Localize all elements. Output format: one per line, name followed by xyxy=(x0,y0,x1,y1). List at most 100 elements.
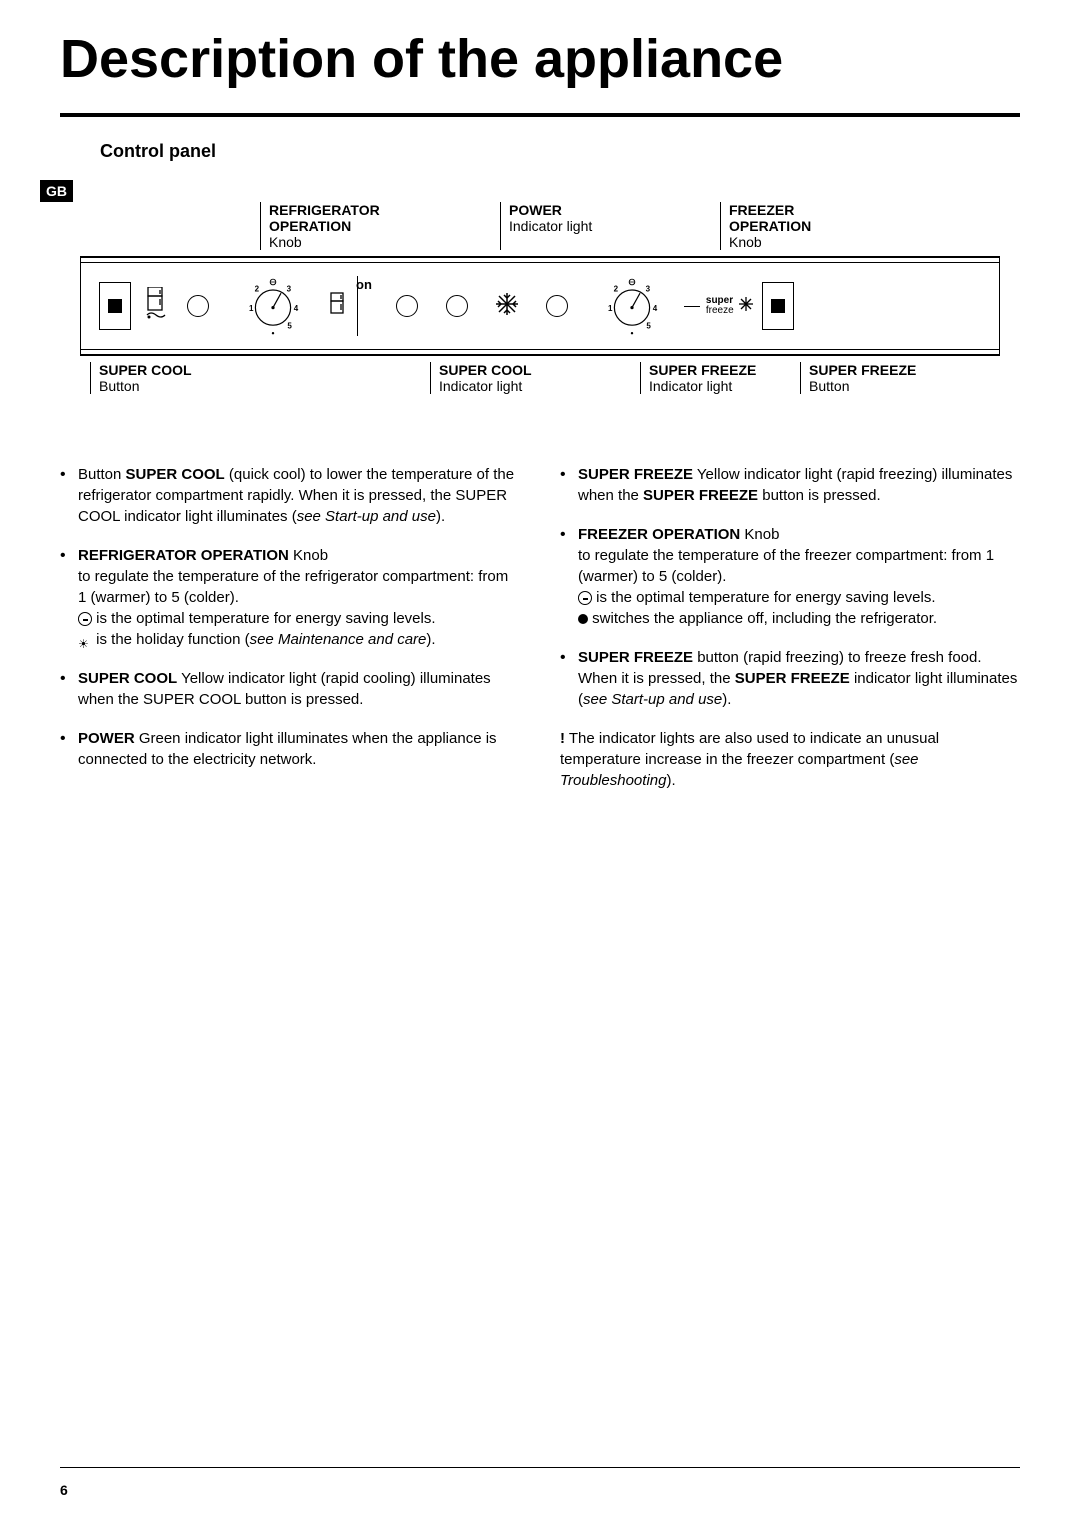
label-text: Knob xyxy=(269,234,440,250)
supercool-indicator xyxy=(396,295,418,317)
svg-text:2: 2 xyxy=(255,285,260,294)
label-text: Indicator light xyxy=(649,378,800,394)
text: button is pressed. xyxy=(758,487,881,504)
label-text: OPERATION xyxy=(729,218,880,234)
svg-text:5: 5 xyxy=(646,322,651,331)
text: switches the appliance off, including th… xyxy=(588,610,937,627)
top-labels: REFRIGERATOR OPERATION Knob POWER Indica… xyxy=(260,202,1000,250)
svg-text:4: 4 xyxy=(294,304,299,313)
sf-line xyxy=(684,306,700,307)
superfreeze-button xyxy=(762,282,794,330)
bullet-refrig-knob: REFRIGERATOR OPERATION Knob to regulate … xyxy=(60,545,520,650)
eco-icon xyxy=(578,591,592,605)
dot-icon xyxy=(578,614,588,624)
holiday-icon xyxy=(78,633,92,647)
freezer-knob: 1 2 3 4 5 xyxy=(600,274,664,338)
text: SUPER COOL xyxy=(126,466,225,483)
description-columns: Button SUPER COOL (quick cool) to lower … xyxy=(60,464,1020,791)
bullet-power: POWER Green indicator light illuminates … xyxy=(60,728,520,770)
text: see Start-up and use xyxy=(297,508,436,525)
page-title: Description of the appliance xyxy=(60,30,1020,89)
sub-eco: is the optimal temperature for energy sa… xyxy=(78,608,520,629)
label-text: OPERATION xyxy=(269,218,440,234)
bullet-superfreeze-btn: SUPER FREEZE button (rapid freezing) to … xyxy=(560,647,1020,710)
sub-off: switches the appliance off, including th… xyxy=(578,608,1020,629)
label-text: SUPER COOL xyxy=(99,362,310,378)
label-text: SUPER COOL xyxy=(439,362,580,378)
supercool-button xyxy=(99,282,131,330)
label-freezer: FREEZER OPERATION Knob xyxy=(720,202,880,250)
label-text: FREEZER xyxy=(729,202,880,218)
bullet-supercool-btn: Button SUPER COOL (quick cool) to lower … xyxy=(60,464,520,527)
text: The indicator lights are also used to in… xyxy=(560,730,939,768)
label-power: POWER Indicator light xyxy=(500,202,660,250)
text: ). xyxy=(666,772,675,789)
fridge-icon xyxy=(145,287,167,326)
bullet-freezer-knob: FREEZER OPERATION Knob to regulate the t… xyxy=(560,524,1020,629)
text: ). xyxy=(426,631,435,648)
label-text: SUPER FREEZE xyxy=(809,362,960,378)
svg-text:3: 3 xyxy=(287,285,292,294)
bullet-superfreeze-ind: SUPER FREEZE Yellow indicator light (rap… xyxy=(560,464,1020,506)
label-text: REFRIGERATOR xyxy=(269,202,440,218)
label-refrigerator: REFRIGERATOR OPERATION Knob xyxy=(260,202,440,250)
label-supercool-ind: SUPER COOL Indicator light xyxy=(430,362,580,394)
title-rule xyxy=(60,113,1020,117)
label-superfreeze-btn: SUPER FREEZE Button xyxy=(800,362,960,394)
svg-text:2: 2 xyxy=(613,285,618,294)
power-indicator xyxy=(446,295,468,317)
text: SUPER FREEZE xyxy=(578,649,693,666)
sub-holiday: is the holiday function (see Maintenance… xyxy=(78,629,520,650)
text: FREEZER OPERATION xyxy=(578,526,740,543)
superfreeze-label: super freeze xyxy=(706,296,734,316)
section-subhead: Control panel xyxy=(100,141,1020,162)
text: see Maintenance and care xyxy=(250,631,427,648)
superfreeze-indicator xyxy=(546,295,568,317)
refrigerator-knob: 1 2 3 4 5 xyxy=(241,274,305,338)
text: Knob xyxy=(740,526,779,543)
snowflake-icon xyxy=(494,291,520,322)
text: see Start-up and use xyxy=(583,691,722,708)
supercool-led xyxy=(187,295,209,317)
text: to regulate the temperature of the refri… xyxy=(78,566,520,608)
label-superfreeze-ind: SUPER FREEZE Indicator light xyxy=(640,362,800,394)
text: is the optimal temperature for energy sa… xyxy=(92,610,436,627)
text: SUPER FREEZE xyxy=(643,487,758,504)
label-text: POWER xyxy=(509,202,660,218)
eco-icon xyxy=(78,612,92,626)
footer-rule xyxy=(60,1467,1020,1468)
text: Knob xyxy=(289,547,328,564)
svg-text:1: 1 xyxy=(249,304,254,313)
note-paragraph: ! The indicator lights are also used to … xyxy=(560,728,1020,791)
text: SUPER FREEZE xyxy=(578,466,693,483)
svg-text:1: 1 xyxy=(608,304,613,313)
snowflake-small-icon xyxy=(738,296,754,317)
text: SUPER COOL xyxy=(78,670,177,687)
bottom-labels: SUPER COOL Button SUPER COOL Indicator l… xyxy=(80,362,1000,394)
text: Button xyxy=(78,466,126,483)
svg-text:4: 4 xyxy=(653,304,658,313)
label-text: SUPER FREEZE xyxy=(649,362,800,378)
label-supercool-btn: SUPER COOL Button xyxy=(90,362,310,394)
text: POWER xyxy=(78,730,135,747)
text: Green indicator light illuminates when t… xyxy=(78,730,497,768)
fridge-small-icon xyxy=(329,292,347,321)
on-label: on xyxy=(356,277,372,292)
control-panel-diagram: REFRIGERATOR OPERATION Knob POWER Indica… xyxy=(80,202,1000,394)
label-text: Indicator light xyxy=(439,378,580,394)
text: SUPER FREEZE xyxy=(735,670,850,687)
bullet-supercool-ind: SUPER COOL Yellow indicator light (rapid… xyxy=(60,668,520,710)
sf-bot: freeze xyxy=(706,306,734,316)
text: REFRIGERATOR OPERATION xyxy=(78,547,289,564)
label-text: Knob xyxy=(729,234,880,250)
svg-text:3: 3 xyxy=(645,285,650,294)
page-number: 6 xyxy=(60,1482,68,1498)
text: is the optimal temperature for energy sa… xyxy=(592,589,936,606)
left-column: Button SUPER COOL (quick cool) to lower … xyxy=(60,464,520,791)
language-tag: GB xyxy=(40,180,73,202)
label-text: Button xyxy=(99,378,310,394)
text: is the holiday function ( xyxy=(92,631,250,648)
label-text: Indicator light xyxy=(509,218,660,234)
control-panel: 1 2 3 4 5 on xyxy=(80,256,1000,356)
label-text: Button xyxy=(809,378,960,394)
